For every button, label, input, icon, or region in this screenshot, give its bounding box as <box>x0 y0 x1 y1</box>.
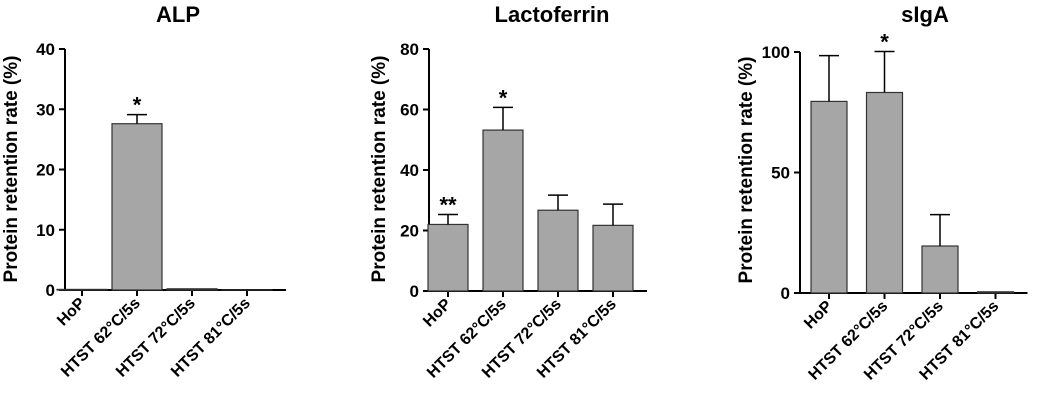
bars: * <box>56 93 273 291</box>
significance-marker: * <box>133 93 142 118</box>
chart-panel-siga: sIgA Protein retention rate (%) 0 50 100 *… <box>736 2 1028 384</box>
category-label: HoP <box>54 295 89 330</box>
y-tick-label: 0 <box>410 282 419 301</box>
y-axis-label: Protein retention rate (%) <box>736 57 757 284</box>
y-tick-label: 30 <box>36 100 55 119</box>
category-label: HoP <box>420 296 455 331</box>
y-tick-label: 80 <box>400 40 419 59</box>
bar <box>865 91 904 294</box>
bar <box>976 291 1015 294</box>
significance-marker: ** <box>439 192 457 217</box>
bar <box>111 123 163 291</box>
y-tick-label: 100 <box>762 43 790 62</box>
chart-title: ALP <box>156 2 200 27</box>
bar <box>482 129 524 292</box>
y-tick-label: 0 <box>781 284 790 303</box>
bar <box>537 209 579 292</box>
y-tick-label: 40 <box>36 40 55 59</box>
y-tick-label: 40 <box>400 161 419 180</box>
chart-title: sIgA <box>901 2 949 27</box>
y-tick-label: 60 <box>400 101 419 120</box>
y-tick-label: 10 <box>36 221 55 240</box>
category-label: HoP <box>801 298 836 333</box>
bar <box>810 100 848 294</box>
y-axis-label: Protein retention rate (%) <box>369 56 390 283</box>
y-tick-label: 0 <box>46 281 55 300</box>
y-axis-label: Protein retention rate (%) <box>1 56 22 283</box>
bars: * <box>810 30 1015 294</box>
bar <box>921 245 959 294</box>
y-tick-label: 50 <box>771 164 790 183</box>
chart-panel-alp: ALP Protein retention rate (%) 0 10 20 30 40… <box>1 2 286 381</box>
bar <box>592 224 634 292</box>
significance-marker: * <box>880 30 889 55</box>
chart-title: Lactoferrin <box>495 2 610 27</box>
y-tick-label: 20 <box>36 161 55 180</box>
chart-panel-lactoferrin: Lactoferrin Protein retention rate (%) 0… <box>369 2 647 382</box>
bars: *** <box>427 85 634 292</box>
bar <box>56 288 108 291</box>
bar <box>166 288 218 291</box>
y-tick-label: 20 <box>400 222 419 241</box>
significance-marker: * <box>499 85 508 110</box>
bar <box>427 223 469 292</box>
